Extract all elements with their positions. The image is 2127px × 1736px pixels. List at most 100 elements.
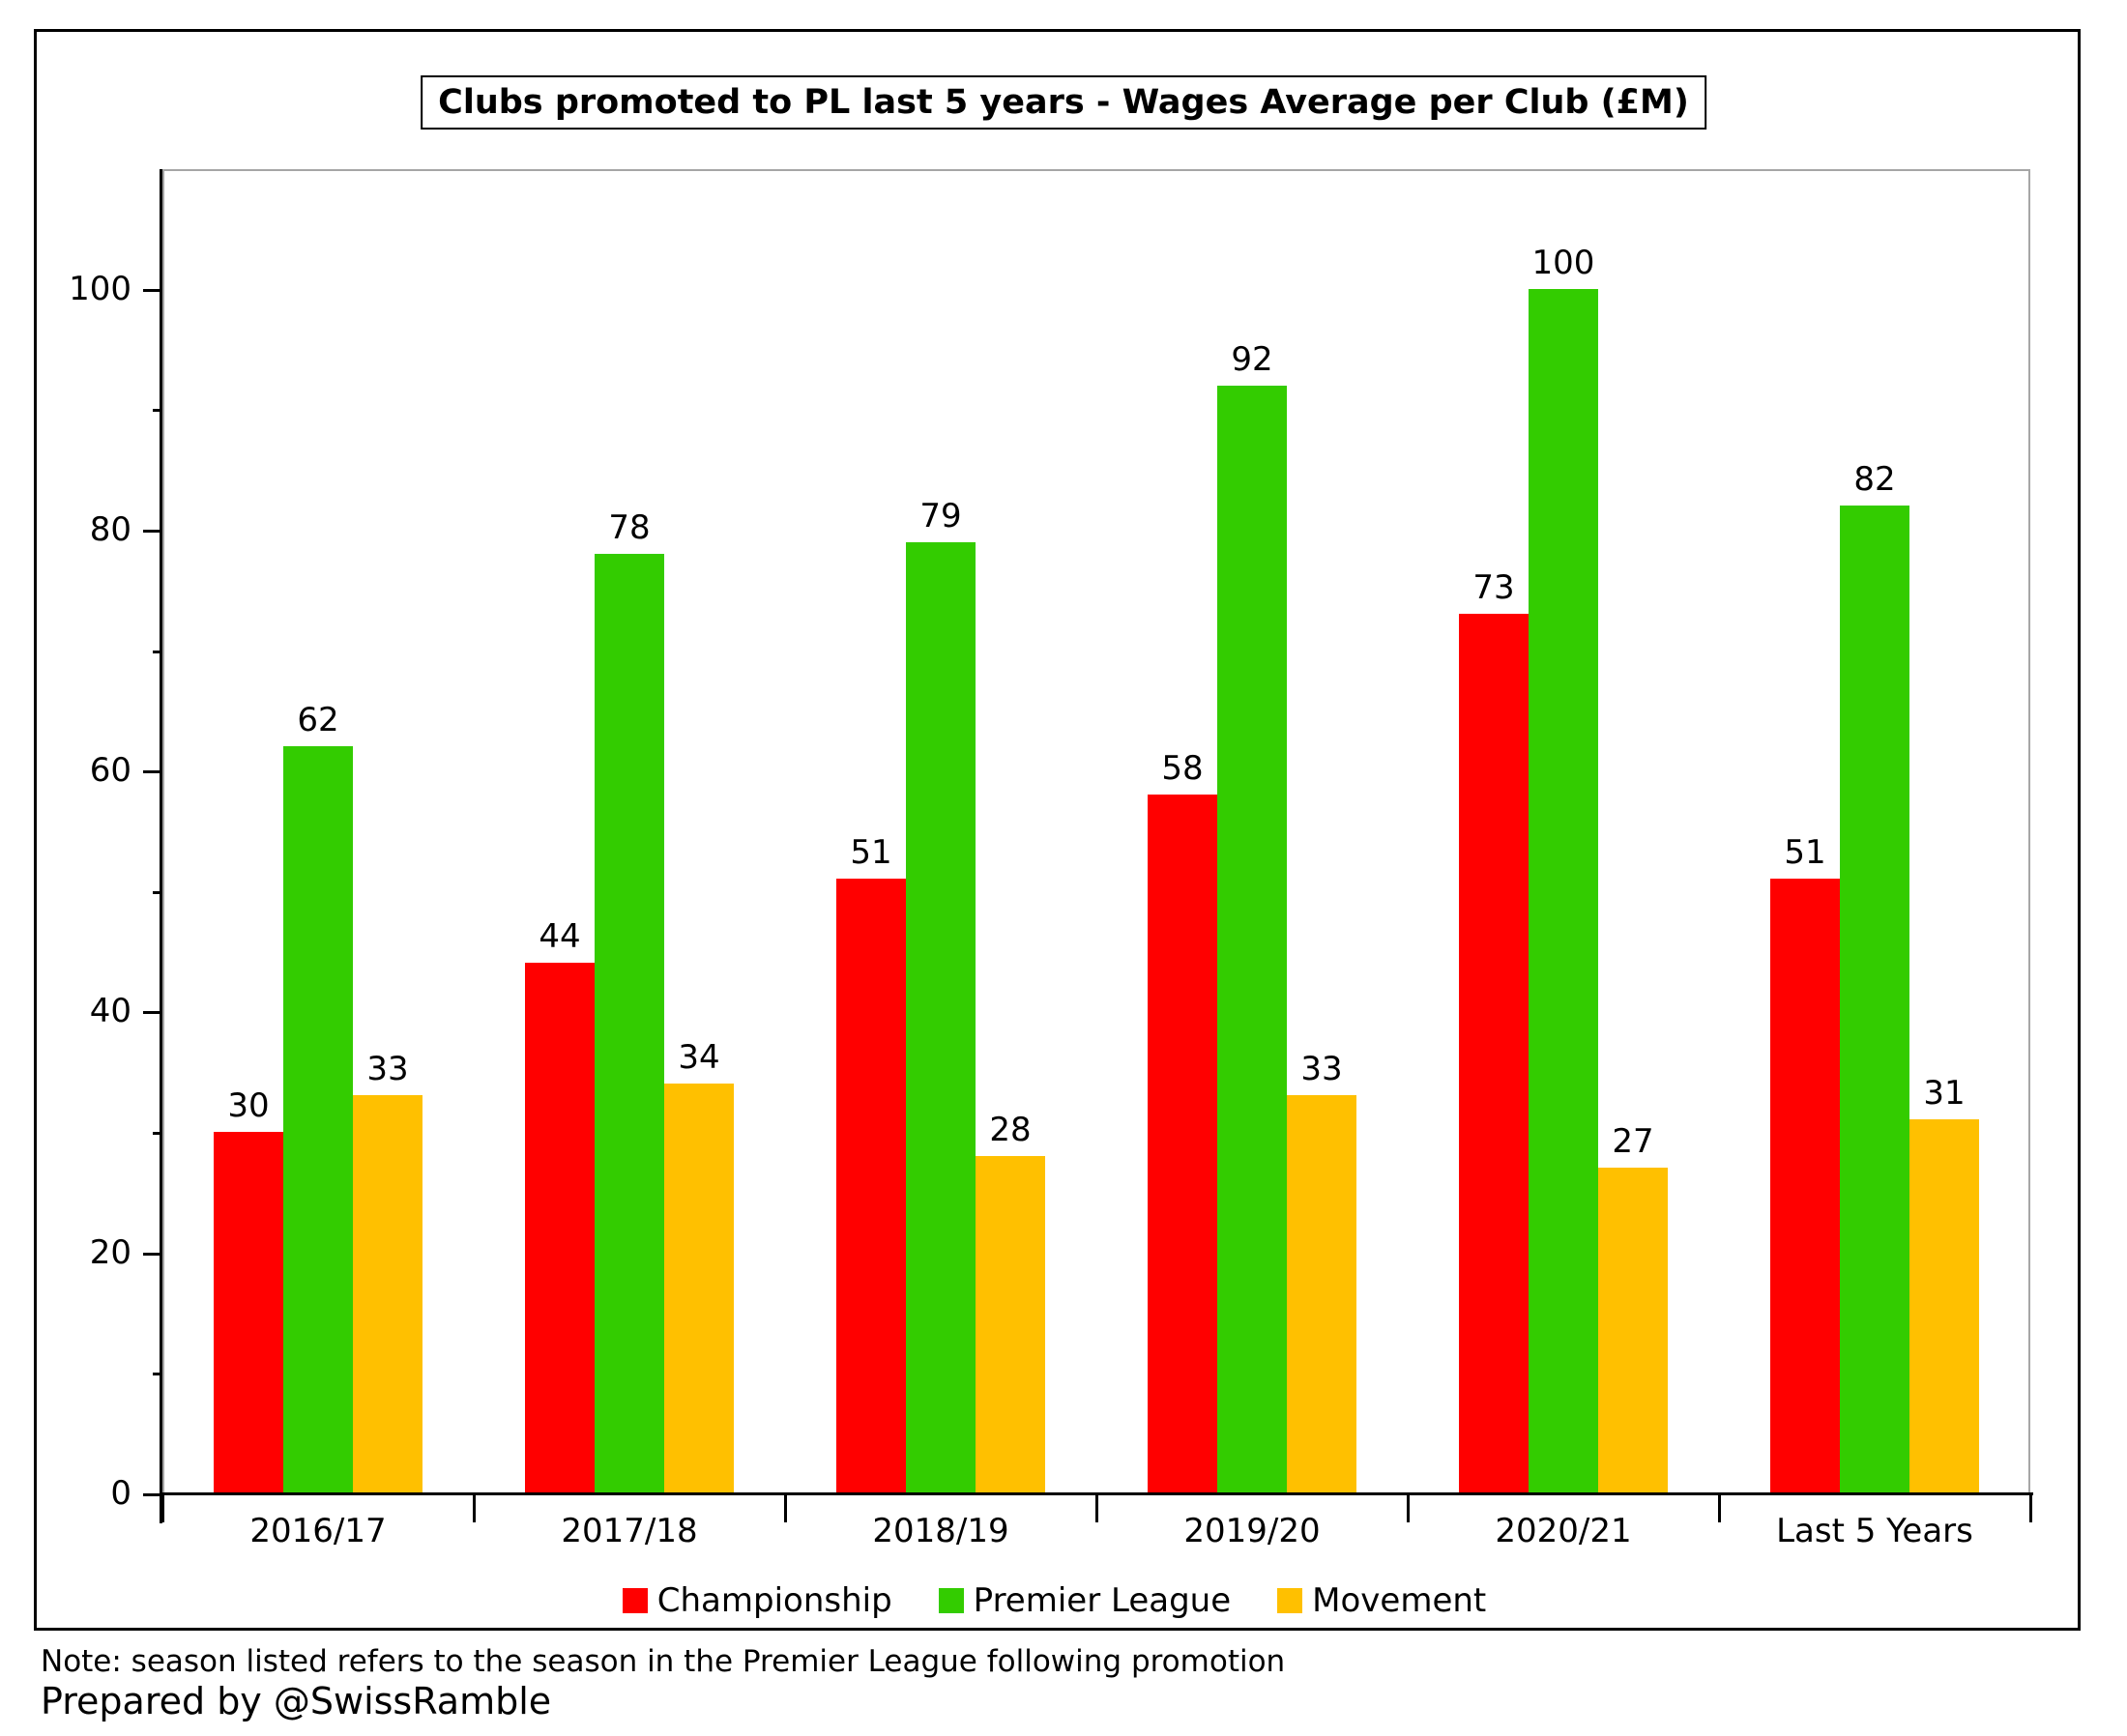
legend-label: Premier League bbox=[973, 1581, 1232, 1620]
bar-championship bbox=[836, 879, 906, 1492]
bar-group: 44 78 34 bbox=[474, 169, 785, 1492]
bar-premier-league bbox=[1217, 386, 1287, 1492]
bar-championship bbox=[1770, 879, 1840, 1492]
y-minor-tick bbox=[153, 1132, 162, 1136]
bar-column: 44 bbox=[525, 918, 595, 1492]
legend-item-premier-league: Premier League bbox=[938, 1581, 1232, 1620]
bar-movement bbox=[1909, 1119, 1979, 1492]
bar-column: 51 bbox=[1770, 834, 1840, 1492]
legend-swatch-icon bbox=[622, 1588, 648, 1613]
chart-title: Clubs promoted to PL last 5 years - Wage… bbox=[421, 75, 1706, 130]
bar-movement bbox=[1598, 1167, 1668, 1492]
bar-movement bbox=[664, 1083, 734, 1492]
bar-column: 82 bbox=[1840, 461, 1909, 1492]
bar-group: 58 92 33 bbox=[1096, 169, 1408, 1492]
y-tick-label: 80 bbox=[89, 509, 131, 549]
y-major-tick bbox=[143, 1252, 162, 1256]
category-label: Last 5 Years bbox=[1776, 1512, 1973, 1550]
bar-championship bbox=[1459, 614, 1529, 1492]
y-major-tick bbox=[143, 288, 162, 292]
bar-value-label: 51 bbox=[1784, 833, 1826, 873]
y-tick-label: 100 bbox=[69, 269, 131, 308]
bar-premier-league bbox=[1529, 289, 1598, 1492]
y-major-tick bbox=[143, 529, 162, 533]
bar-movement bbox=[1287, 1095, 1356, 1492]
x-boundary-tick bbox=[161, 1495, 164, 1522]
bar-championship bbox=[525, 963, 595, 1492]
category-label: 2016/17 bbox=[249, 1512, 387, 1550]
y-minor-tick bbox=[153, 890, 162, 894]
bar-value-label: 33 bbox=[1300, 1050, 1343, 1089]
legend-label: Championship bbox=[656, 1581, 892, 1620]
legend-item-championship: Championship bbox=[622, 1581, 892, 1620]
x-boundary-tick bbox=[1718, 1495, 1721, 1522]
bar-premier-league bbox=[595, 554, 664, 1492]
bar-value-label: 34 bbox=[678, 1037, 720, 1077]
category-label: 2019/20 bbox=[1183, 1512, 1321, 1550]
legend-swatch-icon bbox=[1277, 1588, 1303, 1613]
bar-value-label: 73 bbox=[1472, 568, 1515, 608]
bar-premier-league bbox=[283, 746, 353, 1492]
y-major-tick bbox=[143, 1493, 162, 1496]
bar-column: 51 bbox=[836, 834, 906, 1492]
y-major-tick bbox=[143, 1011, 162, 1015]
bar-column: 33 bbox=[353, 1051, 422, 1492]
bar-value-label: 58 bbox=[1161, 749, 1204, 789]
y-tick-label: 40 bbox=[89, 992, 131, 1031]
legend: Championship Premier League Movement bbox=[34, 1581, 2075, 1620]
bar-column: 27 bbox=[1598, 1123, 1668, 1492]
bar-value-label: 82 bbox=[1853, 460, 1896, 500]
category-label: 2018/19 bbox=[872, 1512, 1009, 1550]
bar-group: 51 79 28 bbox=[785, 169, 1096, 1492]
x-boundary-tick bbox=[2029, 1495, 2032, 1522]
y-major-tick bbox=[143, 770, 162, 774]
bar-group: 73 100 27 bbox=[1408, 169, 1719, 1492]
bar-championship bbox=[1148, 795, 1217, 1492]
bar-column: 33 bbox=[1287, 1051, 1356, 1492]
bar-value-label: 62 bbox=[297, 701, 339, 740]
bar-column: 31 bbox=[1909, 1075, 1979, 1492]
bar-group: 30 62 33 bbox=[162, 169, 474, 1492]
bar-column: 92 bbox=[1217, 341, 1287, 1492]
bar-group: 51 82 31 bbox=[1719, 169, 2030, 1492]
bar-movement bbox=[976, 1155, 1045, 1492]
x-boundary-tick bbox=[473, 1495, 476, 1522]
bar-value-label: 51 bbox=[850, 833, 892, 873]
x-boundary-tick bbox=[1095, 1495, 1098, 1522]
x-axis-line bbox=[160, 1492, 2033, 1495]
bar-value-label: 92 bbox=[1231, 340, 1273, 380]
legend-swatch-icon bbox=[938, 1588, 964, 1613]
plot-area bbox=[162, 169, 2030, 1494]
bar-column: 30 bbox=[214, 1087, 283, 1492]
y-tick-label: 20 bbox=[89, 1232, 131, 1272]
legend-item-movement: Movement bbox=[1277, 1581, 1486, 1620]
bar-column: 62 bbox=[283, 702, 353, 1492]
category-label: 2020/21 bbox=[1495, 1512, 1632, 1550]
x-boundary-tick bbox=[784, 1495, 787, 1522]
category-label: 2017/18 bbox=[561, 1512, 698, 1550]
bar-column: 78 bbox=[595, 509, 664, 1492]
footnote: Note: season listed refers to the season… bbox=[41, 1644, 1286, 1679]
y-tick-label: 60 bbox=[89, 751, 131, 791]
y-tick-label: 0 bbox=[110, 1474, 131, 1513]
bar-column: 28 bbox=[976, 1112, 1045, 1492]
bar-value-label: 28 bbox=[989, 1110, 1032, 1149]
y-minor-tick bbox=[153, 1373, 162, 1376]
bar-value-label: 44 bbox=[539, 917, 581, 957]
bar-championship bbox=[214, 1131, 283, 1492]
bar-value-label: 31 bbox=[1923, 1074, 1966, 1114]
x-boundary-tick bbox=[1407, 1495, 1410, 1522]
bar-column: 34 bbox=[664, 1039, 734, 1492]
y-minor-tick bbox=[153, 409, 162, 413]
y-axis-line bbox=[160, 169, 162, 1523]
bar-premier-league bbox=[906, 541, 976, 1492]
bar-value-label: 30 bbox=[227, 1085, 270, 1125]
bar-column: 73 bbox=[1459, 569, 1529, 1492]
bar-value-label: 78 bbox=[608, 508, 651, 548]
bar-column: 100 bbox=[1529, 245, 1598, 1492]
bar-value-label: 100 bbox=[1531, 244, 1595, 283]
bar-column: 58 bbox=[1148, 750, 1217, 1492]
credit-line: Prepared by @SwissRamble bbox=[41, 1680, 552, 1722]
y-minor-tick bbox=[153, 650, 162, 653]
